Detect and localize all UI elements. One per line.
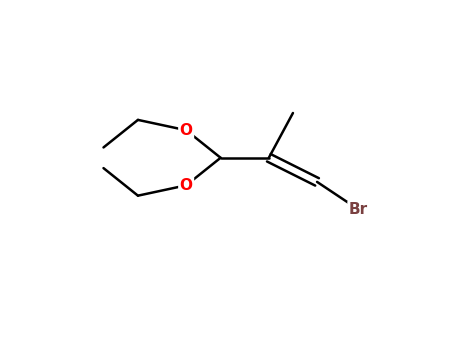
- Text: Br: Br: [349, 202, 368, 217]
- Text: O: O: [180, 123, 192, 138]
- Text: O: O: [180, 178, 192, 193]
